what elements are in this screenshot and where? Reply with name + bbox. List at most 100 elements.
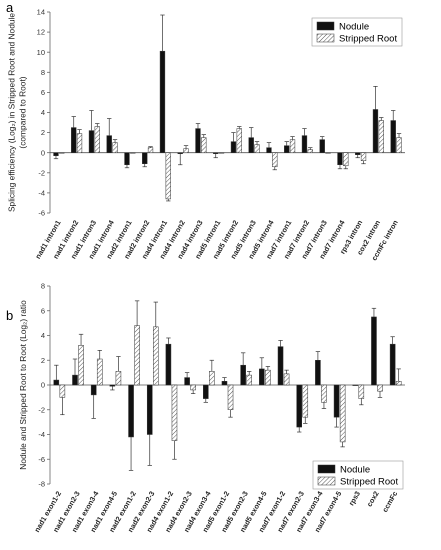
stripped-root-bar (76, 133, 83, 153)
y-tick-label: 2 (41, 128, 45, 137)
stripped-root-bar (59, 384, 66, 398)
nodule-bar (109, 384, 116, 387)
panel-label: a (6, 0, 14, 15)
stripped-root-bar (134, 325, 140, 386)
nodule-bar (213, 152, 219, 154)
y-tick-label: 12 (37, 28, 45, 37)
nodule-bar (284, 145, 290, 153)
stripped-root-bar (78, 345, 84, 386)
nodule-bar (184, 377, 190, 386)
stripped-root-bar (265, 369, 271, 386)
nodule-bar (372, 109, 379, 153)
y-axis-label: Splicing efficiency (Log₂) in Stripped R… (7, 13, 17, 212)
y-tick-label: 2 (41, 356, 45, 365)
y-tick-label: 8 (41, 282, 45, 291)
stripped-root-bar (201, 137, 207, 153)
nodule-bar (195, 128, 201, 153)
stripped-root-bar (302, 384, 309, 418)
nodule-bar (319, 139, 325, 153)
legend-label: Stripped Root (339, 34, 397, 45)
nodule-bar (315, 360, 321, 386)
nodule-bar (71, 127, 77, 153)
stripped-root-bar (325, 152, 331, 154)
legend-swatch-stripped-root (317, 476, 336, 486)
stripped-root-bar (227, 384, 234, 410)
legend-label: Nodule (340, 465, 370, 476)
stripped-root-bar (283, 373, 290, 386)
stripped-root-bar (339, 384, 346, 443)
nodule-bar (165, 343, 172, 386)
y-axis-label: Nodule and Stripped Root to Root (Log₂) … (18, 300, 28, 470)
stripped-root-bar (165, 152, 171, 200)
stripped-root-bar (115, 371, 122, 386)
stripped-root-bar (171, 384, 178, 441)
category-label: cox2 (365, 490, 381, 509)
nodule-bar (296, 384, 302, 428)
stripped-root-bar (190, 384, 196, 391)
stripped-root-bar (378, 120, 384, 153)
nodule-bar (301, 135, 308, 153)
category-label: ccmFc (380, 490, 399, 514)
stripped-root-bar (153, 326, 159, 386)
y-tick-label: -2 (38, 405, 45, 414)
y-tick-label: -2 (38, 168, 45, 177)
y-tick-label: -6 (38, 209, 45, 218)
stripped-root-bar (246, 374, 252, 386)
nodule-bar (142, 152, 148, 165)
stripped-root-bar (130, 152, 136, 154)
stripped-root-bar (307, 149, 313, 153)
y-tick-label: -6 (38, 455, 45, 464)
nodule-bar (355, 152, 361, 155)
panel-label: b (6, 308, 13, 323)
stripped-root-bar (289, 139, 296, 153)
y-tick-label: 0 (41, 148, 45, 157)
nodule-bar (221, 381, 228, 386)
stripped-root-bar (358, 384, 365, 399)
nodule-bar (53, 379, 60, 386)
nodule-bar (266, 147, 272, 153)
nodule-bar (88, 130, 95, 153)
legend-label: Stripped Root (340, 477, 398, 488)
y-tick-label: 6 (41, 306, 45, 315)
legend-label: Nodule (339, 22, 369, 33)
stripped-root-bar (377, 384, 383, 392)
legend-swatch-nodule (317, 464, 336, 474)
nodule-bar (90, 384, 97, 396)
legend-swatch-stripped-root (316, 33, 335, 43)
stripped-root-bar (209, 371, 215, 386)
stripped-root-bar (59, 152, 65, 154)
nodule-bar (124, 152, 130, 166)
stripped-root-bar (236, 128, 242, 153)
y-tick-label: -4 (38, 189, 45, 198)
stripped-root-bar (321, 384, 327, 403)
y-tick-label: 14 (37, 8, 45, 17)
nodule-bar (259, 368, 265, 386)
nodule-bar (177, 152, 183, 154)
nodule-bar (128, 384, 134, 438)
nodule-bar (389, 343, 396, 386)
nodule-bar (230, 141, 237, 153)
y-tick-label: -8 (38, 480, 45, 489)
nodule-bar (277, 346, 284, 386)
stripped-root-bar (254, 144, 260, 153)
stripped-root-bar (343, 152, 349, 167)
stripped-root-bar (183, 148, 189, 153)
nodule-bar (248, 137, 254, 153)
nodule-bar (106, 135, 112, 153)
y-tick-label: 8 (41, 68, 45, 77)
nodule-bar (203, 384, 209, 399)
nodule-bar (333, 384, 340, 418)
y-axis-label: (compared to Root) (18, 76, 28, 148)
y-tick-label: -4 (38, 430, 45, 439)
nodule-bar (337, 152, 343, 166)
stripped-root-bar (147, 147, 154, 153)
y-tick-label: 10 (37, 48, 45, 57)
nodule-bar (352, 384, 359, 386)
nodule-bar (53, 152, 59, 156)
y-tick-label: 4 (41, 108, 45, 117)
nodule-bar (240, 364, 246, 386)
stripped-root-bar (94, 126, 100, 153)
category-label: rps3 (347, 490, 362, 508)
nodule-bar (390, 120, 396, 153)
